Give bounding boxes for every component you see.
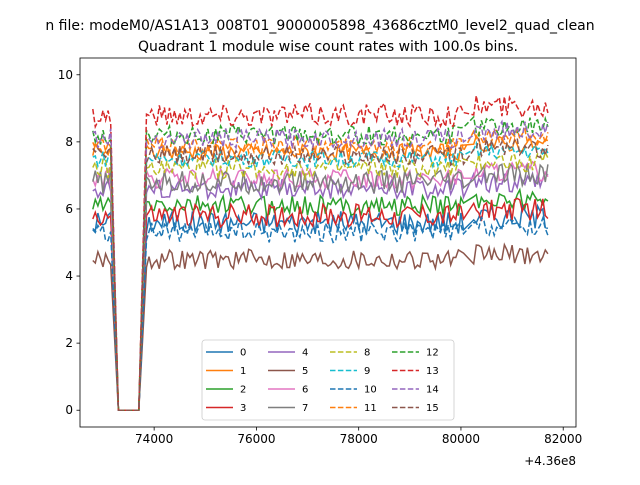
series-line-9 [92, 140, 549, 411]
x-tick-label-1: 76000 [237, 432, 275, 446]
series-line-11 [92, 126, 549, 411]
series-line-5 [92, 242, 549, 411]
legend-label-4: 4 [302, 348, 308, 359]
y-tick-label-1: 2 [65, 336, 73, 350]
y-tick-label-5: 10 [58, 68, 73, 82]
legend-label-1: 1 [240, 366, 246, 377]
figure-suptitle: n file: modeM0/AS1A13_008T01_9000005898_… [45, 18, 594, 34]
x-offset-label: +4.36e8 [524, 454, 576, 468]
series-lines [92, 94, 549, 411]
x-tick-label-2: 78000 [340, 432, 378, 446]
series-line-2 [92, 187, 549, 411]
series-line-14 [92, 119, 549, 411]
legend-label-6: 6 [302, 385, 308, 396]
legend-box [201, 339, 455, 421]
y-tick-label-0: 0 [65, 403, 73, 417]
x-tick-label-3: 80000 [442, 432, 480, 446]
series-line-8 [92, 150, 549, 411]
legend-label-3: 3 [240, 403, 246, 414]
legend-label-12: 12 [426, 348, 439, 359]
series-line-13 [92, 94, 549, 411]
axes-frame [79, 57, 577, 428]
legend-label-10: 10 [364, 385, 377, 396]
series-line-3 [92, 197, 549, 411]
x-tick-label-4: 82000 [544, 432, 582, 446]
y-tick-label-4: 8 [65, 135, 73, 149]
legend-label-9: 9 [364, 366, 370, 377]
y-tick-label-3: 6 [65, 202, 73, 216]
legend-label-0: 0 [240, 348, 246, 359]
series-line-10 [92, 215, 549, 411]
series-line-15 [92, 136, 549, 411]
legend-label-15: 15 [426, 403, 439, 414]
x-tick-label-0: 74000 [135, 432, 173, 446]
series-line-7 [92, 162, 549, 411]
legend-label-5: 5 [302, 366, 308, 377]
plot-layer [92, 94, 549, 411]
legend-label-2: 2 [240, 385, 246, 396]
legend-label-8: 8 [364, 348, 370, 359]
chart-title: Quadrant 1 module wise count rates with … [138, 39, 518, 55]
legend-label-14: 14 [426, 385, 439, 396]
legend-label-13: 13 [426, 366, 439, 377]
legend-label-11: 11 [364, 403, 377, 414]
legend-label-7: 7 [302, 403, 308, 414]
y-tick-label-2: 4 [65, 269, 73, 283]
